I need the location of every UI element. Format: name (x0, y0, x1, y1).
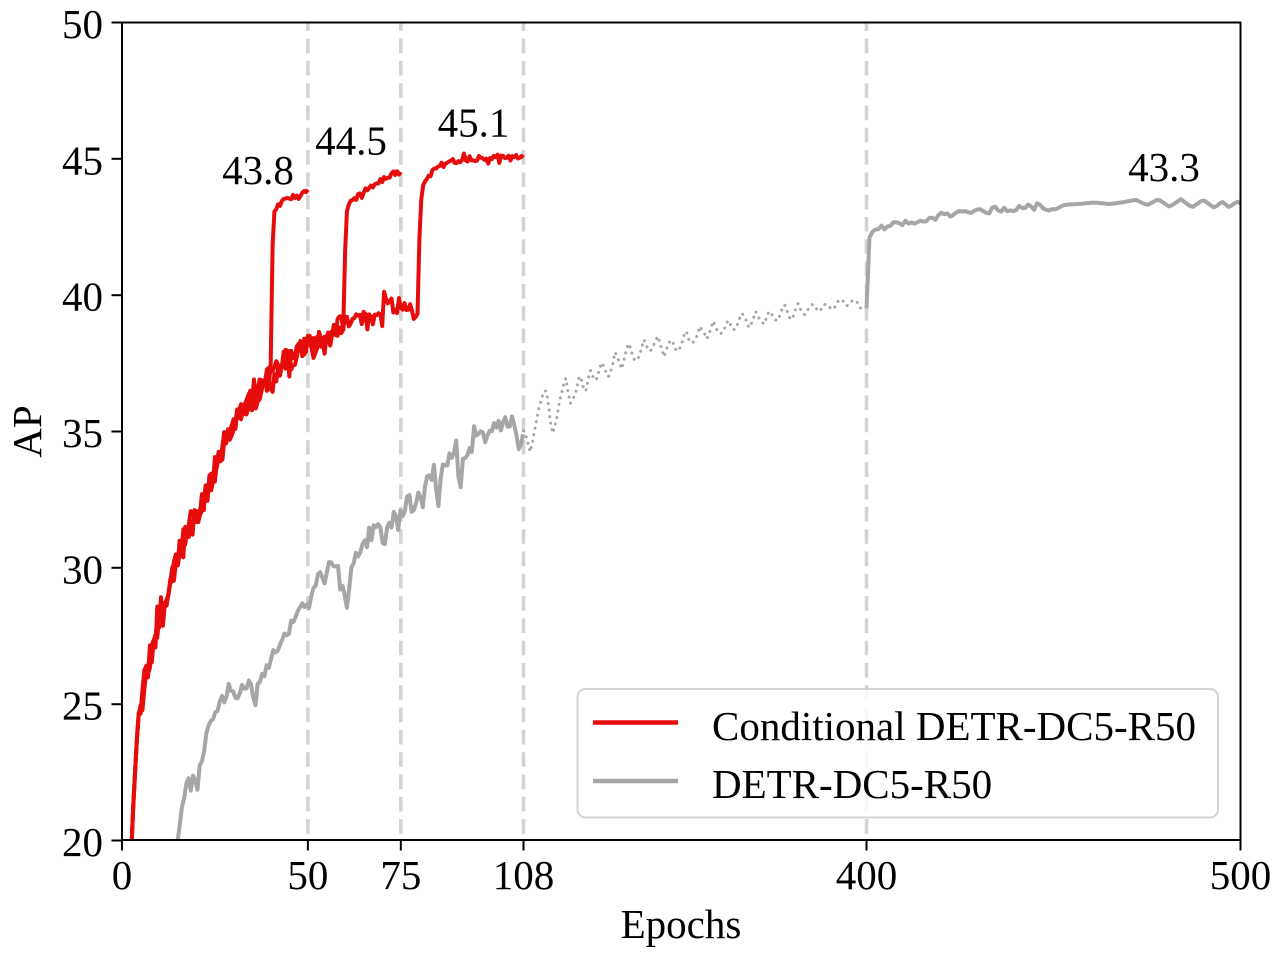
svg-text:DETR-DC5-R50: DETR-DC5-R50 (712, 761, 992, 807)
svg-text:43.8: 43.8 (222, 147, 294, 193)
svg-text:30: 30 (62, 546, 103, 592)
svg-text:50: 50 (62, 1, 103, 47)
svg-text:45.1: 45.1 (438, 100, 510, 146)
svg-text:75: 75 (380, 852, 421, 898)
svg-text:400: 400 (836, 852, 898, 898)
svg-text:43.3: 43.3 (1128, 144, 1200, 190)
svg-text:0: 0 (112, 852, 133, 898)
svg-text:500: 500 (1210, 852, 1272, 898)
svg-text:50: 50 (287, 852, 328, 898)
svg-text:40: 40 (62, 274, 103, 320)
svg-text:108: 108 (493, 852, 555, 898)
svg-text:35: 35 (62, 410, 103, 456)
svg-text:44.5: 44.5 (315, 118, 387, 164)
svg-text:AP: AP (4, 405, 50, 457)
svg-text:Conditional DETR-DC5-R50: Conditional DETR-DC5-R50 (712, 703, 1196, 749)
svg-text:Epochs: Epochs (621, 901, 742, 947)
svg-text:45: 45 (62, 137, 103, 183)
svg-text:25: 25 (62, 683, 103, 729)
svg-text:20: 20 (62, 819, 103, 865)
